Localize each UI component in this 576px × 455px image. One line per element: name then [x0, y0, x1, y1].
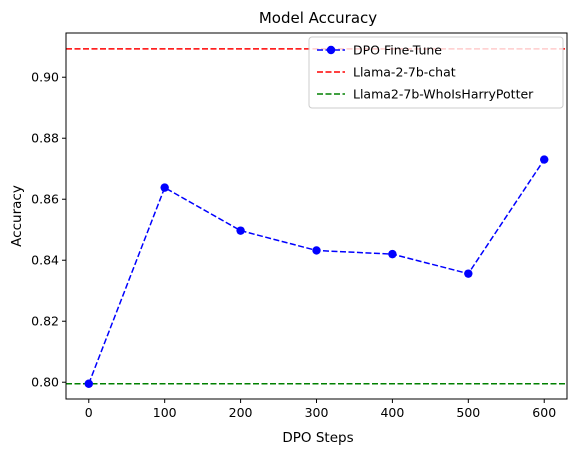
x-tick-label: 100: [153, 405, 177, 420]
y-tick-label: 0.82: [31, 314, 59, 329]
x-tick-label: 500: [456, 405, 480, 420]
legend-marker: [326, 45, 336, 55]
x-tick-label: 200: [229, 405, 253, 420]
x-tick-label: 600: [532, 405, 556, 420]
y-tick-label: 0.80: [31, 375, 59, 390]
data-point: [464, 269, 473, 278]
legend-label: Llama2-7b-WhoIsHarryPotter: [353, 87, 534, 102]
data-point: [160, 183, 169, 192]
data-point: [84, 379, 93, 388]
data-point: [236, 226, 245, 235]
chart-title: Model Accuracy: [259, 9, 377, 27]
x-tick-label: 300: [305, 405, 329, 420]
y-tick-label: 0.86: [31, 192, 59, 207]
x-tick-label: 0: [85, 405, 93, 420]
data-point: [388, 249, 397, 259]
legend-label: Llama-2-7b-chat: [353, 65, 456, 80]
data-point: [312, 246, 321, 255]
x-axis-label: DPO Steps: [282, 430, 353, 446]
series-line-0: [88, 159, 545, 385]
legend: DPO Fine-Tune Llama-2-7b-chat Llama2-7b-Wh…: [308, 36, 564, 109]
y-tick-label: 0.84: [31, 253, 59, 268]
legend-label: DPO Fine-Tune: [353, 43, 442, 58]
legend-box: [308, 36, 564, 109]
y-tick-label: 0.90: [31, 70, 59, 85]
y-tick-label: 0.88: [31, 131, 59, 146]
data-point: [540, 155, 549, 164]
x-tick-label: 400: [380, 405, 404, 420]
y-axis-label: Accuracy: [9, 185, 25, 247]
